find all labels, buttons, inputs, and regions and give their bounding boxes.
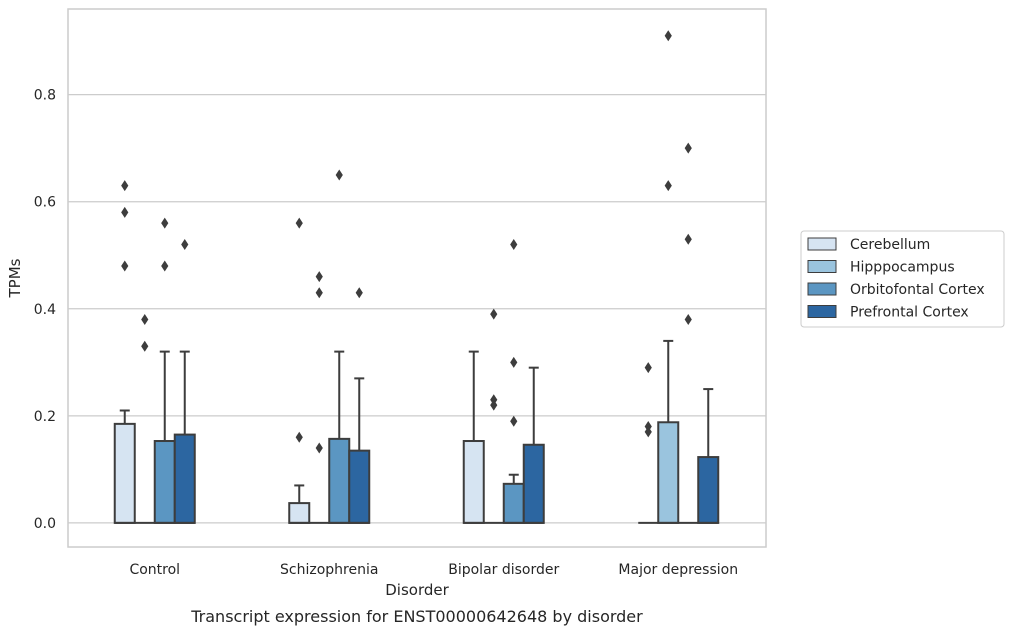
boxes [113, 339, 720, 524]
legend-swatch [807, 305, 837, 318]
box-orbitofontal-cortex [328, 350, 351, 524]
box-rect [502, 482, 525, 524]
y-tick-label: 0.4 [34, 302, 56, 318]
box-rect [462, 440, 485, 524]
legend: Cerebellum Hipppocampus Orbitofontal Corte… [800, 230, 1005, 328]
outlier-point [355, 287, 363, 299]
outlier-point [121, 260, 129, 272]
box-prefrontal-cortex [348, 377, 371, 524]
legend-label: Orbitofontal Cortex [850, 282, 985, 298]
outlier-point [181, 239, 189, 251]
outlier-point [490, 399, 498, 411]
legend-swatch [807, 260, 837, 273]
x-axis-title: Disorder [385, 581, 449, 599]
outlier-point [121, 180, 129, 192]
outlier-point [161, 217, 169, 229]
box-orbitofontal-cortex [502, 473, 525, 524]
outlier-point [684, 233, 692, 245]
x-tick-label: Bipolar disorder [448, 562, 559, 578]
box-rect [697, 456, 720, 524]
x-tick-label: Schizophrenia [280, 562, 378, 578]
box-rect [522, 443, 545, 524]
outliers [121, 30, 692, 454]
box-cerebellum [113, 409, 136, 524]
y-axis-title: TPMs [6, 258, 24, 298]
y-tick-label: 0.8 [34, 88, 56, 104]
outlier-point [161, 260, 169, 272]
outlier-point [315, 271, 323, 283]
outlier-point [295, 431, 303, 443]
x-axis-ticks: Control Schizophrenia Bipolar disorder Majo… [129, 562, 738, 578]
outlier-point [335, 169, 343, 181]
outlier-point [295, 217, 303, 229]
box-cerebellum [288, 484, 311, 524]
box-rect [348, 449, 371, 524]
chart-caption: Transcript expression for ENST0000064264… [190, 607, 643, 626]
outlier-point [141, 340, 149, 352]
outlier-point [664, 180, 672, 192]
outlier-point [121, 206, 129, 218]
box-rect [657, 421, 680, 524]
outlier-point [664, 30, 672, 42]
box-hipppocampus [657, 339, 680, 524]
box-cerebellum [462, 350, 485, 524]
plot-frame [67, 8, 767, 548]
x-tick-label: Major depression [618, 562, 738, 578]
box-rect [113, 422, 136, 524]
box-rect [173, 433, 196, 524]
box-prefrontal-cortex [697, 388, 720, 524]
outlier-point [490, 308, 498, 320]
outlier-point [315, 442, 323, 454]
outlier-point [315, 287, 323, 299]
y-tick-label: 0.2 [34, 409, 56, 425]
outlier-point [644, 426, 652, 438]
outlier-point [510, 239, 518, 251]
outlier-point [684, 313, 692, 325]
outlier-point [510, 356, 518, 368]
y-tick-label: 0.0 [34, 516, 56, 532]
outlier-point [510, 415, 518, 427]
legend-frame [800, 230, 1005, 328]
legend-label: Cerebellum [850, 237, 930, 253]
legend-swatch [807, 282, 837, 296]
y-tick-label: 0.6 [34, 195, 56, 211]
box-rect [153, 440, 176, 524]
box-prefrontal-cortex [173, 350, 196, 524]
legend-swatch [807, 237, 837, 251]
x-tick-label: Control [129, 562, 180, 578]
legend-label: Hipppocampus [850, 260, 955, 276]
y-axis-ticks: 0.0 0.2 0.4 0.6 0.8 [34, 88, 56, 532]
box-rect [328, 437, 351, 524]
box-prefrontal-cortex [522, 366, 545, 524]
outlier-point [141, 313, 149, 325]
outlier-point [644, 362, 652, 374]
box-rect [288, 502, 311, 524]
outlier-point [684, 142, 692, 154]
legend-label: Prefrontal Cortex [850, 305, 969, 321]
box-orbitofontal-cortex [153, 350, 176, 524]
